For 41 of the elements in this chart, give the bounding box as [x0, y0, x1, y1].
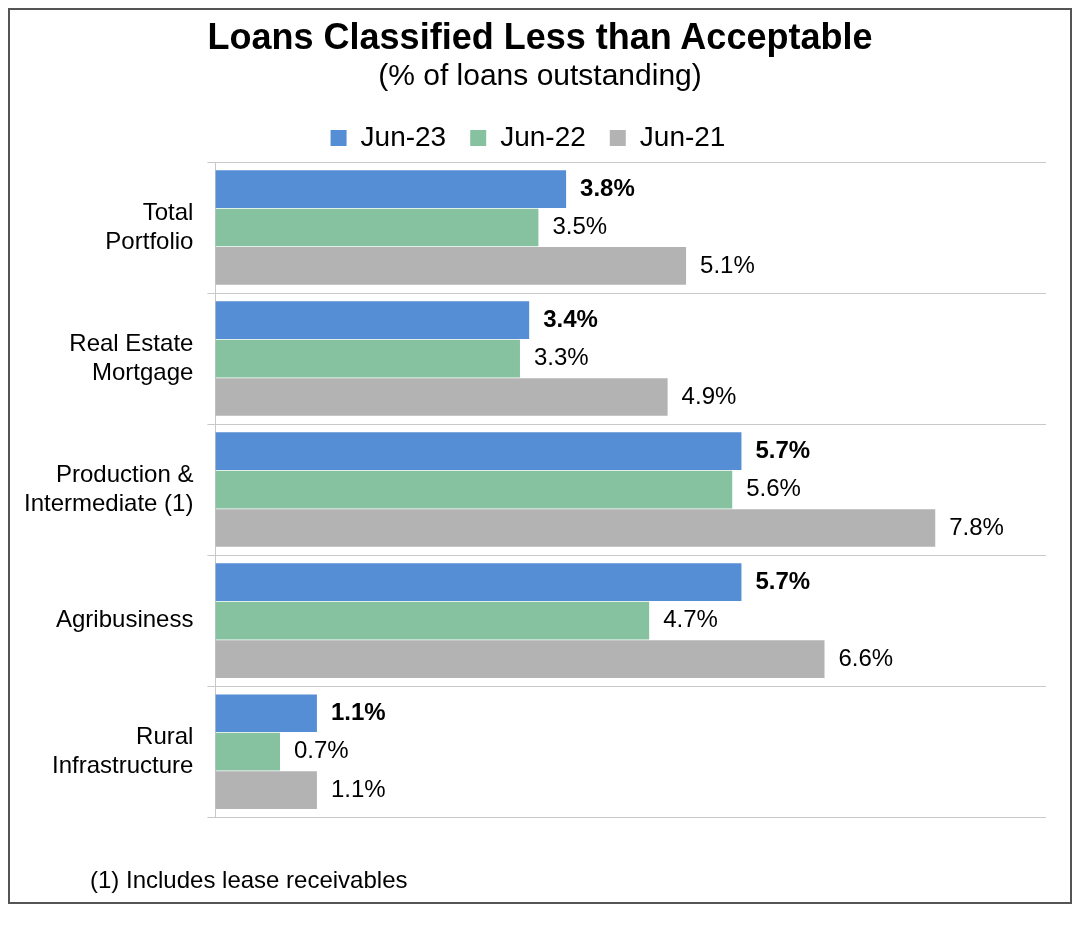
y-tick-label: Production & Intermediate (1) [24, 459, 194, 516]
legend-label: Jun-22 [500, 120, 586, 152]
chart-title: Loans Classified Less than Acceptable [206, 16, 874, 58]
legend-label: Jun-23 [360, 120, 447, 152]
data-label: 5.1% [700, 250, 755, 278]
data-label: 5.7% [755, 435, 811, 463]
bar [215, 301, 530, 339]
bar [215, 563, 742, 602]
y-tick-label: Total Portfolio [105, 197, 194, 254]
data-label: 3.3% [533, 343, 589, 371]
y-tick-label: Real Estate Mortgage [69, 328, 194, 385]
bar [215, 432, 742, 470]
y-tick-label: Agribusiness [56, 605, 194, 633]
data-label: 5.6% [746, 474, 801, 502]
data-label: 4.9% [681, 381, 737, 409]
data-label: 3.4% [543, 304, 598, 332]
bar [215, 208, 539, 247]
legend-label: Jun-21 [639, 120, 726, 152]
data-label: 6.6% [838, 643, 894, 671]
data-label: 1.1% [330, 774, 386, 802]
bar [215, 339, 520, 378]
bar [215, 694, 317, 733]
y-tick-label: Rural Infrastructure [52, 721, 194, 778]
bar [215, 601, 650, 640]
bar [215, 640, 825, 678]
data-label: 0.7% [294, 736, 349, 764]
bar [215, 247, 687, 285]
bar [215, 378, 668, 416]
bar [215, 170, 567, 208]
bar [215, 509, 936, 547]
bar [215, 470, 733, 509]
bar [215, 771, 317, 809]
text: (1) Includes lease receivables [90, 866, 409, 894]
chart-subtitle: (% of loans outstanding) [377, 58, 703, 92]
data-label: 7.8% [949, 512, 1004, 540]
data-label: 3.8% [580, 173, 635, 201]
data-label: 1.1% [330, 697, 386, 725]
bar [215, 732, 281, 771]
data-label: 4.7% [663, 605, 718, 633]
data-label: 3.5% [552, 212, 608, 240]
data-label: 5.7% [755, 566, 811, 594]
